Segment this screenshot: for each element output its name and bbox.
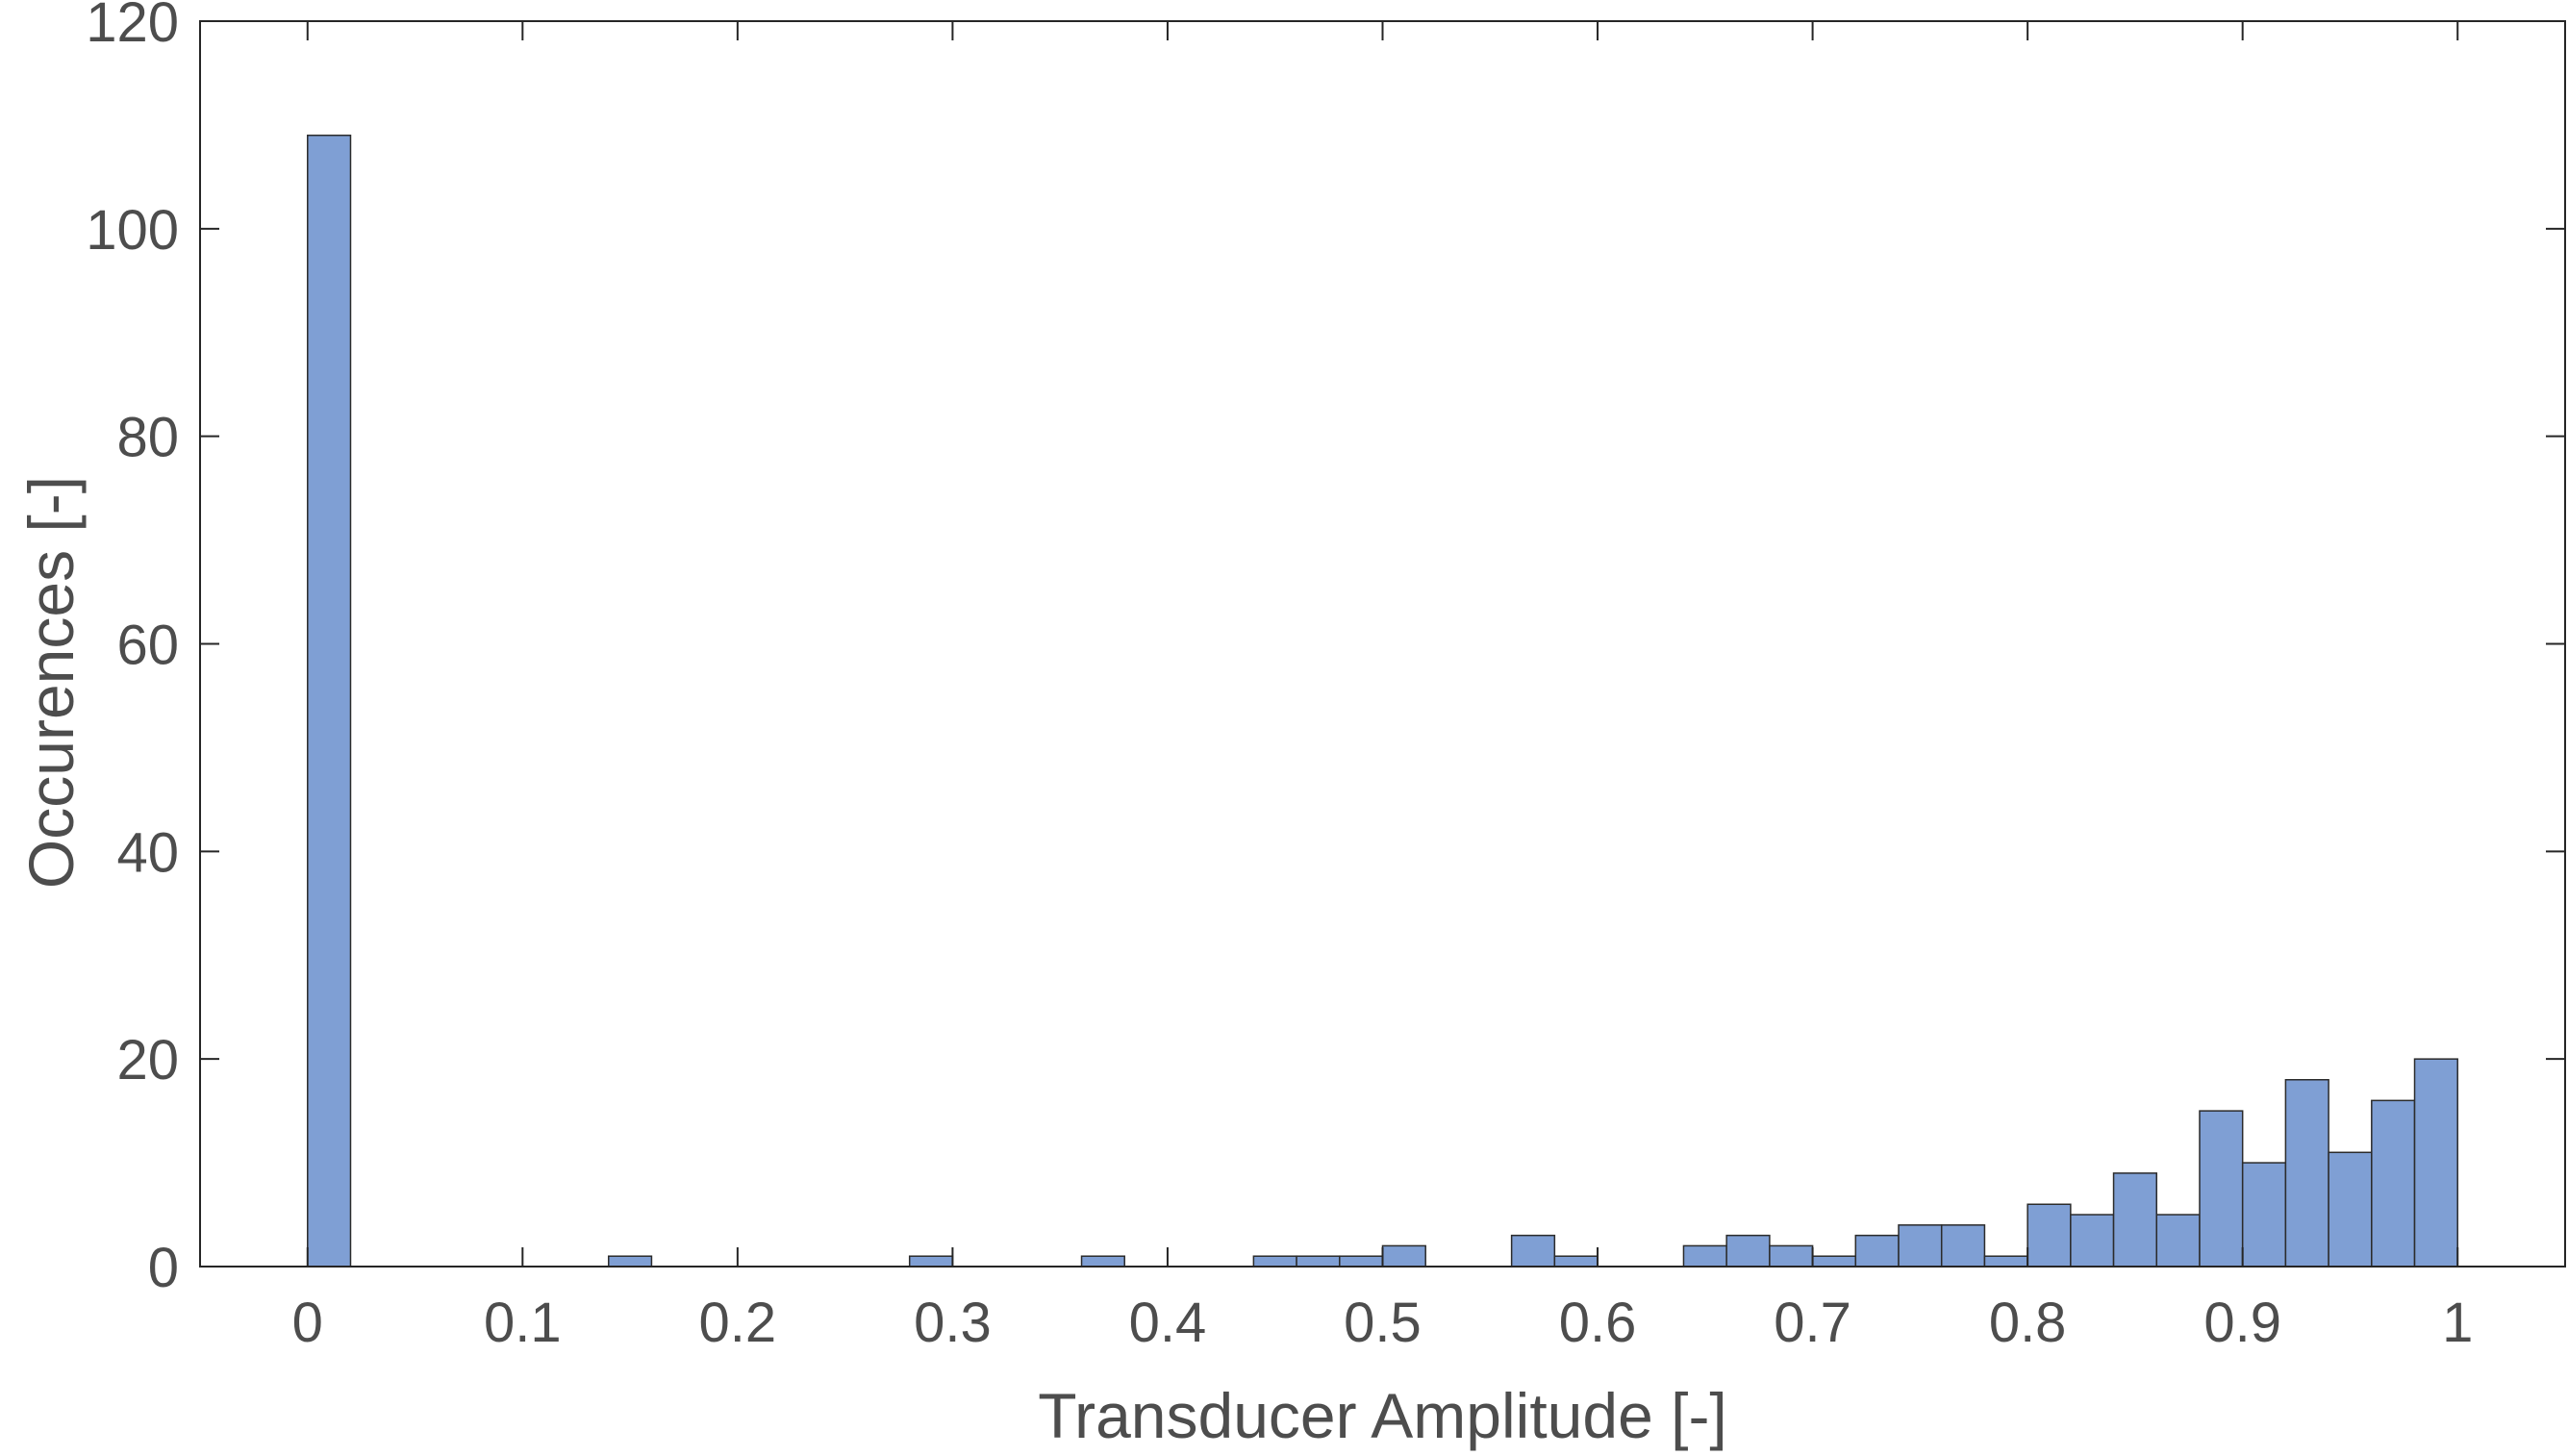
x-axis-label: Transducer Amplitude [-] bbox=[1038, 1380, 1727, 1451]
histogram-bar bbox=[1296, 1255, 1341, 1268]
histogram-bar bbox=[1983, 1255, 2028, 1268]
x-tick-label: 0.5 bbox=[1344, 1292, 1422, 1354]
histogram-bar bbox=[2027, 1203, 2072, 1268]
histogram-bar bbox=[1682, 1244, 1727, 1268]
x-tick-label: 0.3 bbox=[914, 1292, 992, 1354]
x-tick-label: 0 bbox=[292, 1292, 323, 1354]
y-axis-ticks: 0 20 40 60 80 100 120 bbox=[86, 0, 2565, 1299]
histogram-bar bbox=[1898, 1224, 1943, 1268]
histogram-bars bbox=[307, 134, 2458, 1268]
x-tick-label: 0.4 bbox=[1129, 1292, 1207, 1354]
histogram-bar bbox=[1339, 1255, 1384, 1268]
x-tick-label: 0.8 bbox=[1989, 1292, 2067, 1354]
histogram-bar bbox=[908, 1255, 954, 1268]
histogram-bar bbox=[1252, 1255, 1297, 1268]
histogram-bar bbox=[2328, 1151, 2373, 1268]
histogram-bar bbox=[1510, 1234, 1556, 1268]
histogram-bar bbox=[2413, 1058, 2458, 1268]
x-tick-label: 0.1 bbox=[484, 1292, 562, 1354]
histogram-bar bbox=[2284, 1079, 2329, 1268]
y-tick-label: 40 bbox=[116, 821, 179, 884]
histogram-bar bbox=[607, 1255, 653, 1268]
histogram-bar bbox=[2371, 1099, 2416, 1268]
histogram-bar bbox=[2155, 1214, 2201, 1268]
y-tick-label: 20 bbox=[116, 1029, 179, 1092]
plot-area-frame bbox=[199, 20, 2566, 1268]
x-axis-ticks: 0 0.1 0.2 0.3 0.4 0.5 0.6 0.7 0.8 0.9 1 bbox=[292, 21, 2473, 1354]
y-tick-label: 0 bbox=[148, 1237, 179, 1299]
histogram-bar bbox=[1854, 1234, 1900, 1268]
y-tick-label: 60 bbox=[116, 615, 179, 677]
x-tick-label: 0.6 bbox=[1559, 1292, 1637, 1354]
histogram-bar bbox=[1725, 1234, 1771, 1268]
x-tick-label: 0.2 bbox=[699, 1292, 777, 1354]
histogram-bar bbox=[1940, 1224, 1986, 1268]
histogram-bar bbox=[1553, 1255, 1599, 1268]
y-axis-label: Occurences [-] bbox=[15, 476, 87, 889]
histogram-bar bbox=[2070, 1214, 2115, 1268]
y-tick-label: 80 bbox=[116, 407, 179, 469]
histogram-bar bbox=[2112, 1172, 2158, 1268]
y-tick-label: 100 bbox=[86, 199, 179, 262]
histogram-bar bbox=[1381, 1244, 1426, 1268]
x-tick-label: 0.9 bbox=[2203, 1292, 2281, 1354]
histogram-bar bbox=[307, 134, 352, 1268]
x-tick-label: 1 bbox=[2442, 1292, 2473, 1354]
y-tick-label: 120 bbox=[86, 0, 179, 54]
histogram-bar bbox=[2241, 1162, 2287, 1268]
histogram-bar bbox=[1811, 1255, 1857, 1268]
histogram-bar bbox=[1769, 1244, 1814, 1268]
histogram-bar bbox=[2199, 1110, 2244, 1268]
histogram-bar bbox=[1080, 1255, 1125, 1268]
x-tick-label: 0.7 bbox=[1774, 1292, 1851, 1354]
